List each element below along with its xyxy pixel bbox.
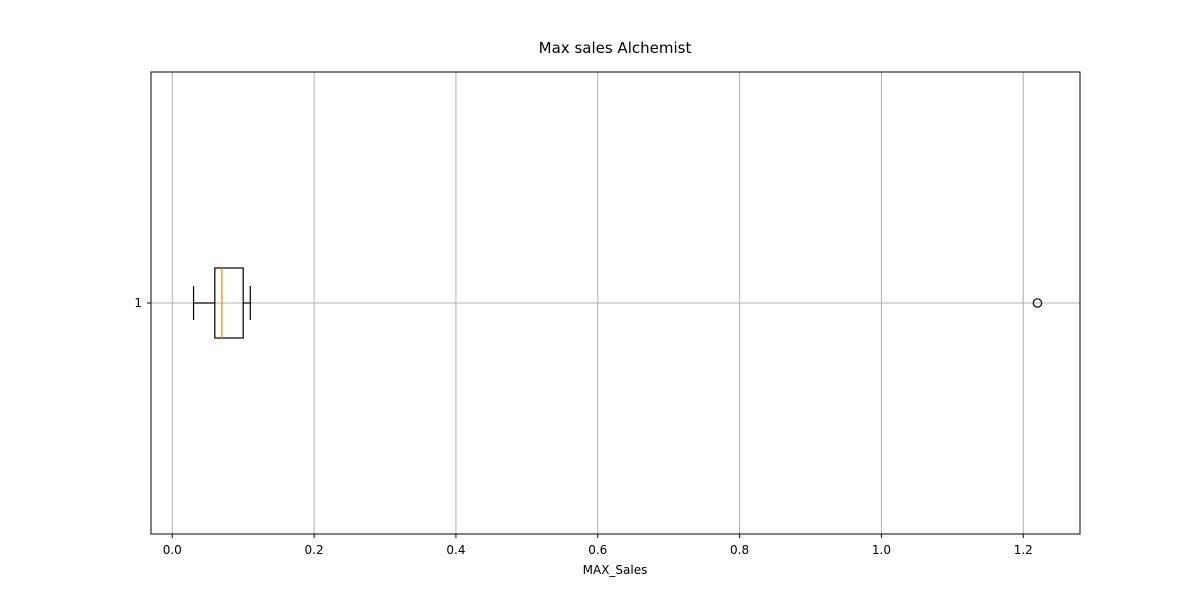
- box-group: [192, 267, 1043, 339]
- plot-frame: [150, 71, 1081, 535]
- outlier-point: [1032, 298, 1043, 308]
- x-tick-label: 0.4: [446, 543, 465, 557]
- x-tick-label: 0.0: [163, 543, 182, 557]
- y-tick-label: 1: [134, 296, 142, 310]
- x-axis-ticks: 0.0 0.2 0.4 0.6 0.8 1.0 1.2: [163, 534, 1033, 557]
- x-tick-label: 1.2: [1014, 543, 1033, 557]
- y-axis-ticks: 1: [134, 296, 151, 310]
- x-axis-label: MAX_Sales: [583, 563, 648, 577]
- x-tick-label: 0.2: [305, 543, 324, 557]
- x-tick-label: 0.6: [588, 543, 607, 557]
- grid-lines: [151, 72, 1080, 534]
- box-iqr: [214, 267, 244, 339]
- chart-title: Max sales Alchemist: [539, 39, 692, 57]
- x-tick-label: 1.0: [872, 543, 891, 557]
- x-tick-label: 0.8: [730, 543, 749, 557]
